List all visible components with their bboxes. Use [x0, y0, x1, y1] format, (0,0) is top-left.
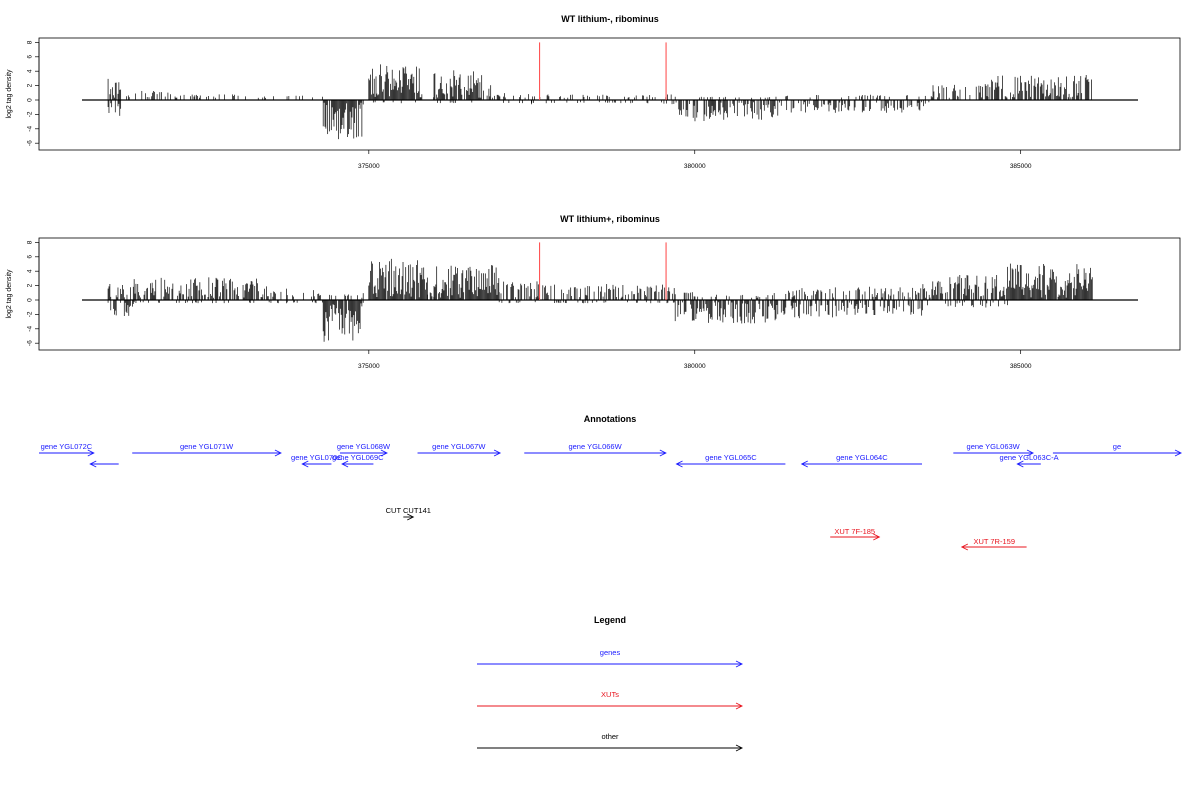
arrowhead [675, 460, 683, 468]
y-tick-label: 2 [27, 83, 34, 87]
y-tick-label: -6 [27, 140, 34, 146]
arrowhead [87, 449, 95, 457]
x-tick-label: 380000 [684, 363, 706, 370]
x-tick-label: 375000 [358, 363, 380, 370]
arrowhead [659, 449, 667, 457]
legend-arrowhead [735, 702, 744, 710]
y-tick-label: 6 [27, 55, 34, 59]
feature-label: gene YGL063W [967, 442, 1021, 451]
arrowhead [380, 449, 388, 457]
legend-title: Legend [594, 615, 626, 625]
y-tick-label: 6 [27, 255, 34, 259]
y-tick-label: 4 [27, 269, 34, 273]
legend-item-label: genes [600, 648, 621, 657]
y-tick-label: 8 [27, 40, 34, 44]
feature-label: gene YGL067W [432, 442, 486, 451]
y-tick-label: -6 [27, 340, 34, 346]
feature-label: gene YGL070C [291, 453, 343, 462]
feature-label: CUT CUT141 [386, 506, 431, 515]
panel-2-y-axis: -6 -4 -2 0 2 4 6 8 [27, 240, 40, 346]
legend-items: genes XUTs other [477, 648, 744, 752]
y-tick-label: -4 [27, 126, 34, 132]
x-tick-label: 385000 [1010, 363, 1032, 370]
arrowhead [493, 449, 502, 457]
arrowhead [341, 460, 349, 468]
panel-1-x-axis: 375000 380000 385000 [358, 150, 1032, 170]
density-panel-1: WT lithium-, ribominus log2 tag density … [6, 14, 1181, 170]
feature-label: gene YGL068W [337, 442, 391, 451]
legend: Legend genes XUTs other [477, 615, 744, 752]
y-tick-label: 0 [27, 98, 34, 102]
feature-label: XUT 7F-185 [834, 527, 875, 536]
panel-2-highlights [539, 242, 667, 300]
feature-label: gene YGL063C-A [1000, 453, 1059, 462]
arrowhead [301, 460, 309, 468]
feature-label: gene YGL066W [568, 442, 622, 451]
y-tick-label: 8 [27, 240, 34, 244]
arrowhead [274, 449, 282, 457]
feature-label: gene YGL071W [180, 442, 234, 451]
panel-1-frame [38, 37, 1181, 151]
arrowhead [873, 533, 881, 541]
arrowhead [407, 513, 415, 521]
legend-arrowhead [735, 660, 744, 668]
panel-1-bars [82, 64, 1138, 140]
panel-1-y-axis: -6 -4 -2 0 2 4 6 8 [27, 40, 40, 146]
feature-label: gene YGL069C [332, 453, 384, 462]
density-panel-2: WT lithium+, ribominus log2 tag density … [6, 214, 1181, 370]
feature-label: gene YGL065C [705, 453, 757, 462]
y-tick-label: 2 [27, 283, 34, 287]
panel-2-title: WT lithium+, ribominus [560, 214, 660, 224]
arrowhead [960, 543, 969, 551]
x-tick-label: 375000 [358, 163, 380, 170]
panel-1-highlights [539, 42, 667, 100]
panel-2-ylabel: log2 tag density [6, 269, 13, 319]
legend-arrowhead [735, 744, 744, 752]
panel-2-bars [82, 258, 1138, 342]
arrowhead [1174, 449, 1183, 457]
x-tick-label: 385000 [1010, 163, 1032, 170]
legend-item-label: XUTs [601, 690, 619, 699]
panel-1-title: WT lithium-, ribominus [561, 14, 659, 24]
feature-label: XUT 7R-159 [973, 537, 1015, 546]
y-tick-label: -2 [27, 111, 34, 117]
panel-1-ylabel: log2 tag density [6, 69, 13, 119]
annotations-track: Annotations gene YGL072C gene YGL071W gene… [39, 414, 1183, 551]
panel-2-x-axis: 375000 380000 385000 [358, 350, 1032, 370]
annotations-title: Annotations [584, 414, 637, 424]
y-tick-label: 0 [27, 298, 34, 302]
y-tick-label: -2 [27, 311, 34, 317]
feature-label: gene YGL064C [836, 453, 888, 462]
y-tick-label: 4 [27, 69, 34, 73]
x-tick-label: 380000 [684, 163, 706, 170]
feature-label: ge [1113, 442, 1121, 451]
arrowhead [1016, 460, 1024, 468]
feature-label: gene YGL072C [41, 442, 93, 451]
arrowhead [1026, 449, 1035, 457]
arrowhead [89, 460, 97, 468]
legend-item-label: other [601, 732, 619, 741]
arrowhead [800, 460, 808, 468]
y-tick-label: -4 [27, 326, 34, 332]
